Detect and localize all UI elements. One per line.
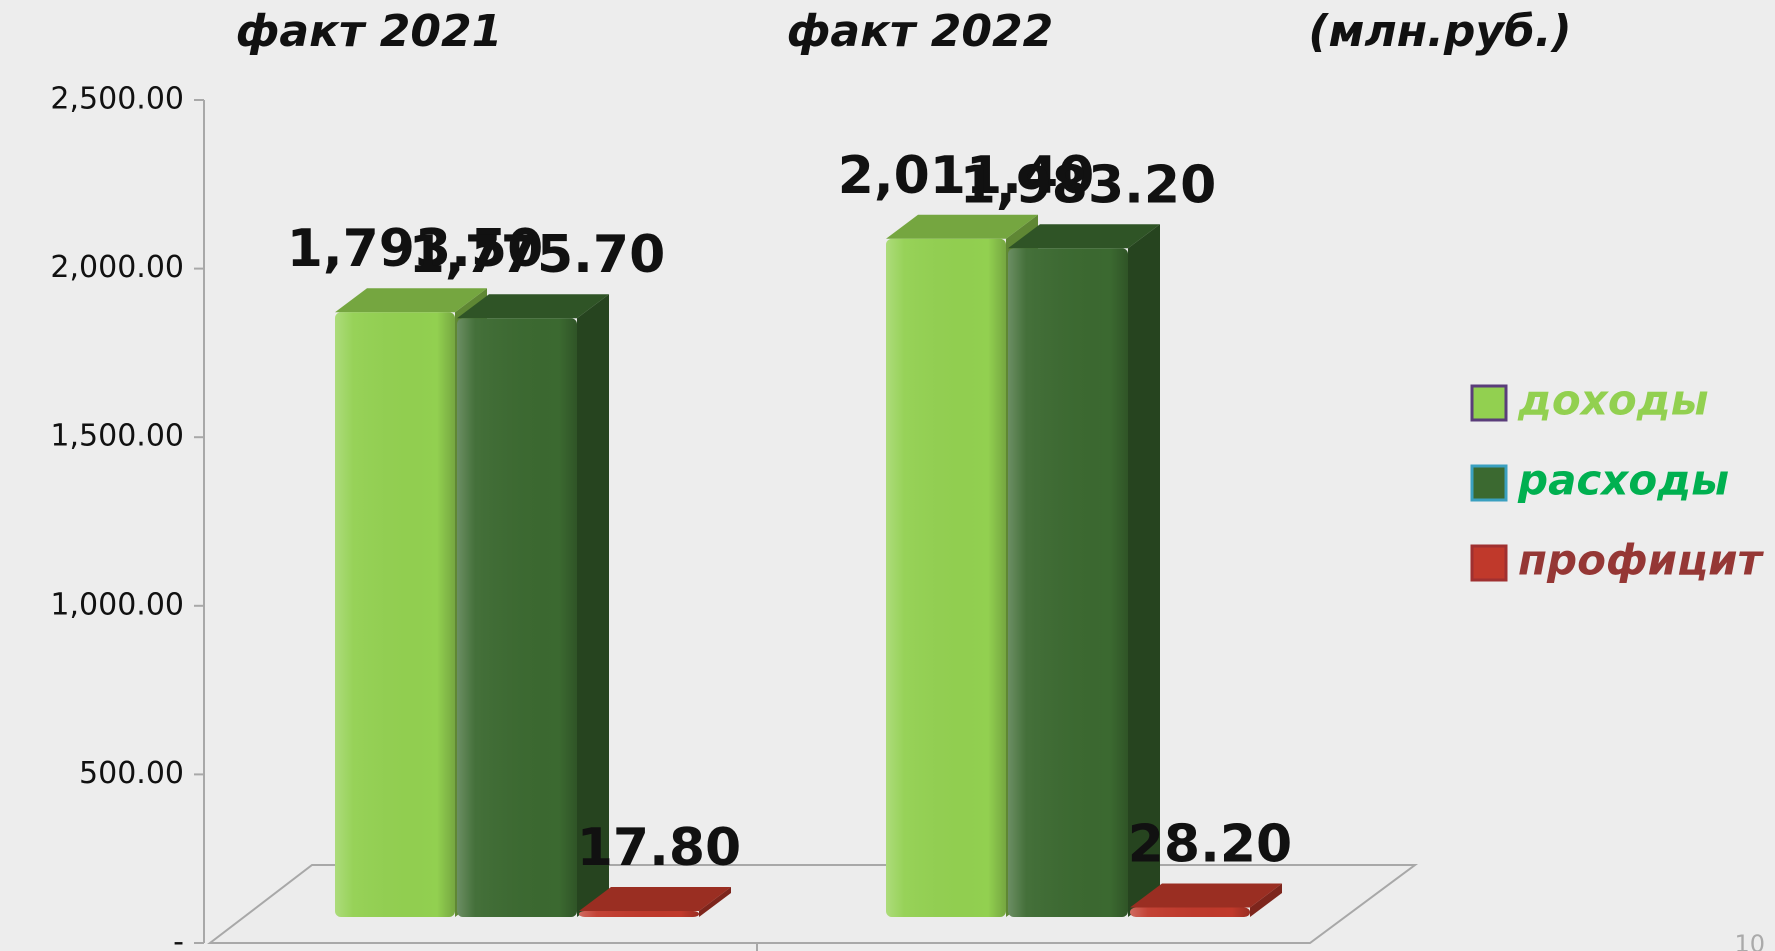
legend-label: профицит: [1518, 536, 1765, 585]
bar-shade: [335, 312, 455, 917]
bar-top: [579, 886, 731, 911]
y-tick-label: 500.00: [79, 756, 184, 791]
bar-top: [335, 288, 487, 313]
bar-shade: [886, 238, 1006, 917]
value-label: 28.20: [1128, 814, 1292, 874]
bar-side: [1128, 224, 1160, 917]
unit-label: (млн.руб.): [1308, 6, 1571, 57]
legend-swatch: [1470, 464, 1508, 502]
y-tick-label: -: [173, 925, 184, 951]
bar-shade: [1008, 248, 1128, 917]
y-tick-label: 1,500.00: [50, 419, 184, 454]
bar-side: [577, 294, 609, 917]
bar-side: [1250, 883, 1282, 917]
bar-top: [886, 214, 1038, 239]
bar-shade: [457, 318, 577, 917]
value-label: 17.80: [577, 818, 741, 878]
bar-top: [1008, 224, 1160, 249]
y-tick-label: 2,000.00: [50, 250, 184, 285]
page-number: 10: [1734, 930, 1765, 951]
category-label: факт 2022: [787, 6, 1054, 57]
y-tick-label: 2,500.00: [50, 82, 184, 117]
value-label: 1,775.70: [409, 225, 666, 285]
y-tick-label: 1,000.00: [50, 587, 184, 622]
bar-shade: [579, 910, 699, 917]
category-label: факт 2021: [236, 6, 503, 57]
legend-label: расходы: [1517, 456, 1729, 505]
value-label: 1,793.50: [287, 219, 544, 279]
bar-top: [457, 294, 609, 319]
value-label: 2,011.40: [838, 146, 1095, 206]
bar-shade: [1130, 907, 1250, 917]
bar-top: [1130, 883, 1282, 908]
legend-swatch: [1470, 384, 1508, 422]
bar-side: [699, 886, 731, 917]
legend-swatch: [1470, 544, 1508, 582]
legend-label: доходы: [1517, 376, 1709, 425]
value-label: 1,983.20: [960, 155, 1217, 215]
